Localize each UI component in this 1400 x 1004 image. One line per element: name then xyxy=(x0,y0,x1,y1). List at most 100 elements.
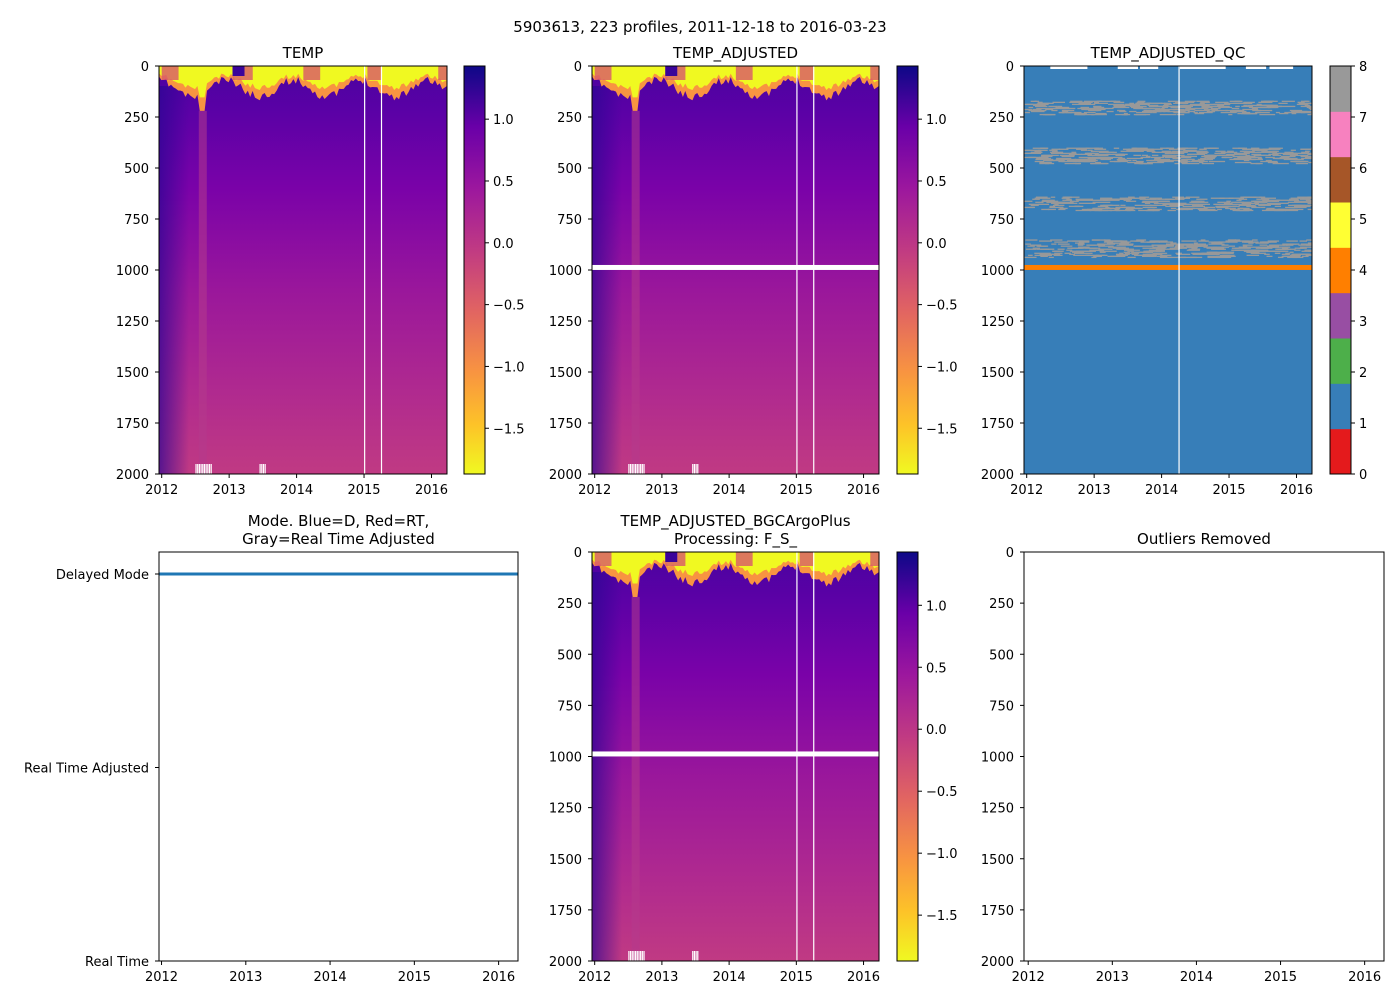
qc-flag-8-mark xyxy=(1127,250,1134,252)
qc-flag-8-mark xyxy=(1238,203,1252,205)
qc-flag-8-mark xyxy=(1176,113,1185,116)
qc-flag-8-mark xyxy=(1168,148,1183,150)
qc-flag-8-mark xyxy=(1056,157,1072,160)
qc-flag-8-mark xyxy=(1121,113,1128,116)
qc-flag-8-mark xyxy=(1291,112,1297,115)
x-tick-label: 2016 xyxy=(415,483,448,498)
qc-flag-8-mark xyxy=(1163,151,1181,153)
qc-flag-8-mark xyxy=(1040,147,1046,149)
qc-flag-8-mark xyxy=(1260,160,1278,163)
qc-flag-8-mark xyxy=(1113,156,1123,159)
data-gap-line xyxy=(1178,66,1180,474)
qc-flag-8-mark xyxy=(1166,147,1175,149)
qc-flag-8-mark xyxy=(1222,205,1240,208)
missing-data-mark xyxy=(1140,66,1159,69)
qc-flag-8-mark xyxy=(1067,159,1085,162)
qc-flag-8-mark xyxy=(1309,200,1312,202)
qc-flag-8-mark xyxy=(1302,197,1312,199)
qc-flag-8-mark xyxy=(1154,108,1166,111)
qc-flag-8-mark xyxy=(1151,151,1170,153)
plot-area xyxy=(592,66,879,474)
qc-flag-8-mark xyxy=(1092,157,1106,160)
qc-flag-8-mark xyxy=(1081,153,1093,156)
qc-flag-8-mark xyxy=(1268,153,1279,156)
qc-flag-8-mark xyxy=(1166,152,1185,154)
qc-flag-8-mark xyxy=(1157,247,1166,249)
qc-flag-8-mark xyxy=(1038,245,1047,247)
qc-flag-8-mark xyxy=(1100,197,1113,199)
qc-flag-8-mark xyxy=(1284,111,1291,114)
colorbar-frame xyxy=(896,65,919,475)
qc-flag-8-mark xyxy=(1132,159,1137,162)
qc-flag-8-mark xyxy=(1149,247,1156,249)
y-tick-label: 1500 xyxy=(981,366,1014,381)
qc-flag-8-mark xyxy=(1046,201,1057,203)
colorbar-tick-label: 7 xyxy=(1359,111,1367,126)
qc-flag-8-mark xyxy=(1288,111,1306,114)
qc-flag-8-mark xyxy=(1261,241,1271,243)
qc-flag-8-mark xyxy=(1045,108,1054,111)
qc-flag-8-mark xyxy=(1032,198,1040,200)
qc-flag-8-mark xyxy=(1154,249,1163,251)
qc-flag-8-mark xyxy=(1043,158,1054,161)
qc-flag-8-mark xyxy=(1038,156,1049,159)
qc-flag-8-mark xyxy=(1157,109,1170,112)
qc-flag-8-mark xyxy=(1227,239,1237,241)
qc-flag-8-mark xyxy=(1301,255,1309,258)
qc-flag-8-mark xyxy=(1238,147,1248,149)
missing-data-mark xyxy=(1050,66,1088,69)
qc-flag-8-mark xyxy=(1113,104,1128,107)
qc-flag-8-mark xyxy=(1250,162,1261,165)
qc-flag-8-mark xyxy=(1306,244,1312,246)
heatmap-cold-column xyxy=(592,572,622,961)
heatmap-surface-patch xyxy=(665,66,678,76)
qc-flag-8-mark xyxy=(1205,105,1214,108)
qc-flag-8-mark xyxy=(1281,155,1296,158)
colorbar-tick-label: 0.5 xyxy=(926,175,947,190)
qc-flag-8-mark xyxy=(1050,239,1063,241)
qc-flag-8-mark xyxy=(1170,207,1177,210)
missing-data-mark xyxy=(1117,66,1138,69)
missing-data-mark xyxy=(636,464,638,474)
qc-flag-8-mark xyxy=(1307,208,1312,211)
qc-flag-8-mark xyxy=(1281,100,1295,102)
qc-flag-8-mark xyxy=(1184,243,1194,245)
qc-flag-8-mark xyxy=(1052,204,1065,207)
qc-flag-8-mark xyxy=(1203,246,1218,248)
qc-flag-8-mark xyxy=(1253,241,1259,243)
qc-flag-8-mark xyxy=(1178,160,1188,163)
qc-flag-8-mark xyxy=(1242,244,1253,246)
qc-flag-8-mark xyxy=(1109,240,1123,242)
missing-data-mark xyxy=(640,951,642,961)
qc-flag-8-mark xyxy=(1036,107,1053,110)
qc-flag-8-mark xyxy=(1149,110,1162,113)
qc-flag-8-mark xyxy=(1028,156,1037,159)
x-tick-label: 2013 xyxy=(213,483,246,498)
qc-flag-8-mark xyxy=(1260,104,1278,107)
colorbar-tick-label: −1.0 xyxy=(926,360,958,375)
qc-flag-8-mark xyxy=(1077,244,1084,246)
qc-flag-8-mark xyxy=(1106,242,1119,244)
qc-flag-8-mark xyxy=(1139,102,1146,105)
qc-flag-8-mark xyxy=(1057,243,1070,245)
qc-flag-8-mark xyxy=(1186,208,1193,211)
x-tick-label: 2015 xyxy=(780,970,813,985)
qc-flag-8-mark xyxy=(1048,105,1058,108)
qc-flag-8-mark xyxy=(1285,206,1301,209)
qc-flag-8-mark xyxy=(1236,199,1242,201)
missing-data-mark xyxy=(261,464,263,474)
qc-flag-8-mark xyxy=(1149,197,1163,199)
qc-flag-8-mark xyxy=(1308,107,1312,110)
qc-flag-8-mark xyxy=(1176,151,1188,153)
qc-flag-8-mark xyxy=(1136,239,1147,241)
y-tick-label: 0 xyxy=(1006,60,1014,75)
qc-flag-8-mark xyxy=(1265,208,1277,211)
colorbar-tick-label: −1.5 xyxy=(493,422,525,437)
qc-flag-8-mark xyxy=(1061,155,1075,158)
missing-data-mark xyxy=(259,464,261,474)
qc-flag-8-mark xyxy=(1304,100,1310,102)
qc-flag-8-mark xyxy=(1189,155,1198,158)
qc-flag-8-mark xyxy=(1242,245,1248,247)
colorbar-gradient xyxy=(897,66,918,474)
qc-flag-8-mark xyxy=(1172,105,1190,108)
